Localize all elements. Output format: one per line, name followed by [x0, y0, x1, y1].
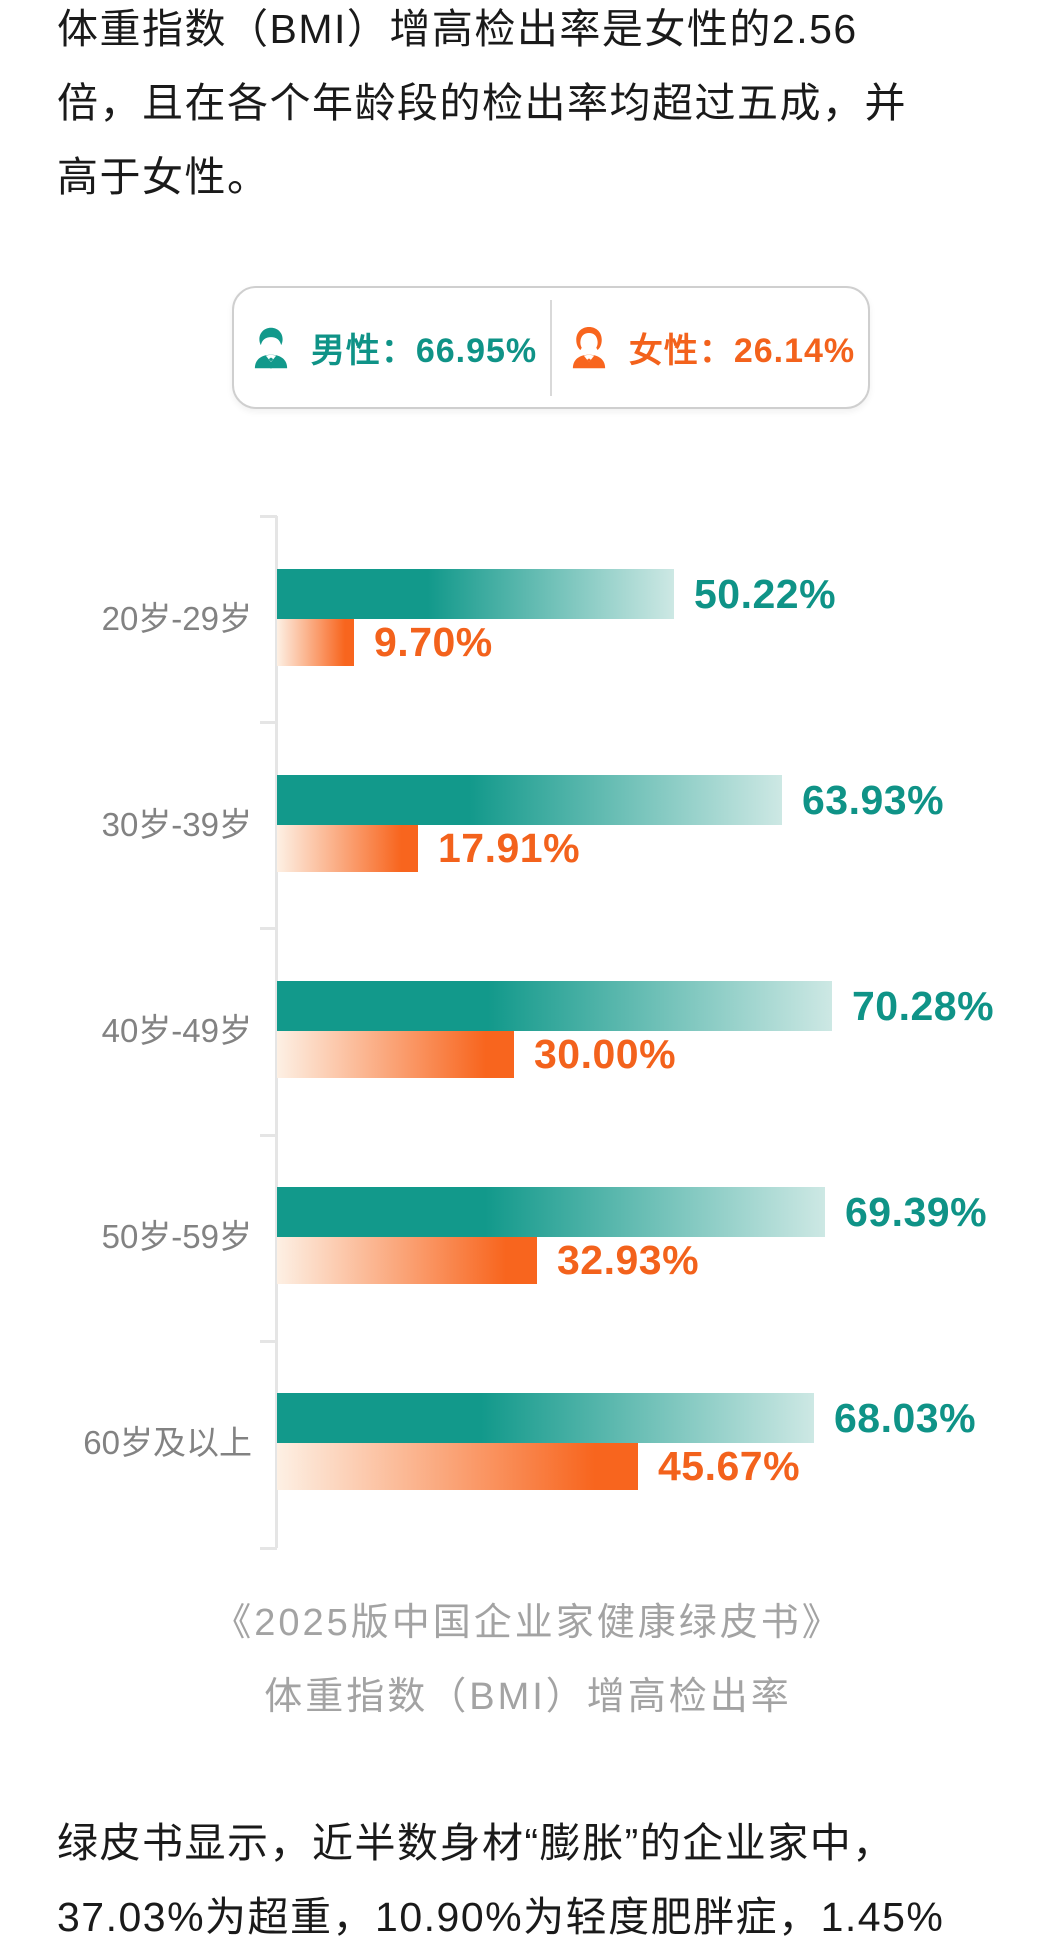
male-bar — [277, 981, 832, 1031]
age-label: 20岁-29岁 — [101, 600, 252, 637]
legend-female-value: 26.14% — [733, 332, 856, 370]
female-bar — [277, 619, 354, 666]
age-label: 40岁-49岁 — [101, 1012, 252, 1049]
female-bar — [277, 1443, 638, 1490]
male-bar — [277, 1187, 825, 1237]
intro-line: 高于女性。 — [57, 154, 270, 200]
female-bar — [277, 825, 418, 872]
female-value-label: 17.91% — [438, 825, 581, 871]
female-value-label: 9.70% — [374, 619, 493, 665]
male-value-label: 70.28% — [852, 983, 995, 1029]
female-value-label: 30.00% — [534, 1031, 677, 1077]
legend-male-label: 男性： — [310, 332, 416, 370]
axis-tick — [260, 1546, 277, 1550]
y-axis — [275, 516, 278, 1548]
axis-tick — [260, 1340, 277, 1344]
male-value-label: 50.22% — [694, 571, 837, 617]
male-bar — [277, 1393, 814, 1443]
male-value-label: 69.39% — [845, 1189, 988, 1235]
footer-paragraph: 绿皮书显示，近半数身材“膨胀”的企业家中， 37.03%为超重，10.90%为轻… — [57, 1806, 1007, 1944]
footer-line: 绿皮书显示，近半数身材“膨胀”的企业家中， — [57, 1820, 895, 1866]
legend-male-value: 66.95% — [415, 332, 538, 370]
female-value-label: 32.93% — [557, 1237, 700, 1283]
legend-divider — [550, 299, 552, 396]
intro-paragraph: 体重指数（BMI）增高检出率是女性的2.56 倍，且在各个年龄段的检出率均超过五… — [57, 0, 1007, 214]
female-icon — [572, 326, 605, 368]
age-label: 30岁-39岁 — [101, 806, 252, 843]
male-bar — [277, 775, 782, 825]
age-label: 60岁及以上 — [83, 1424, 252, 1461]
caption-source: 《2025版中国企业家健康绿皮书》 — [213, 1602, 843, 1644]
axis-tick — [260, 927, 277, 931]
footer-line: 37.03%为超重，10.90%为轻度肥胖症，1.45% — [57, 1894, 945, 1940]
caption-title: 体重指数（BMI）增高检出率 — [264, 1676, 792, 1718]
age-label: 50岁-59岁 — [101, 1218, 252, 1255]
female-bar — [277, 1237, 537, 1284]
legend-male: 男性：66.95% — [234, 319, 550, 377]
female-value-label: 45.67% — [658, 1443, 801, 1489]
male-value-label: 68.03% — [834, 1395, 977, 1441]
axis-tick — [260, 1133, 277, 1137]
axis-tick — [260, 720, 277, 724]
legend-female-label: 女性： — [628, 332, 734, 370]
intro-line: 体重指数（BMI）增高检出率是女性的2.56 — [57, 6, 858, 52]
legend-male-text: 男性：66.95% — [311, 323, 537, 372]
chart-caption: 《2025版中国企业家健康绿皮书》 体重指数（BMI）增高检出率 — [0, 1586, 1056, 1734]
legend-card: 男性：66.95% 女性：26.14% — [232, 286, 870, 409]
intro-line: 倍，且在各个年龄段的检出率均超过五成，并 — [57, 80, 907, 126]
male-icon — [254, 327, 287, 369]
female-bar — [277, 1031, 514, 1078]
legend-female: 女性：26.14% — [552, 319, 868, 377]
axis-tick — [260, 514, 277, 518]
legend-female-text: 女性：26.14% — [629, 323, 855, 372]
male-bar — [277, 569, 674, 619]
male-value-label: 63.93% — [802, 777, 945, 823]
